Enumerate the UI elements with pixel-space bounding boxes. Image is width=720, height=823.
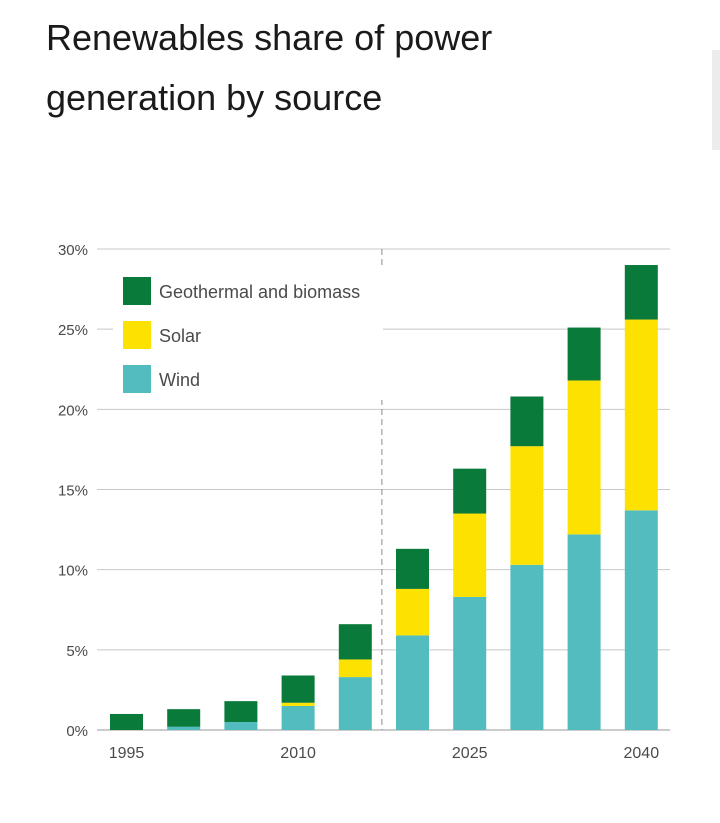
bar-segment (510, 446, 544, 565)
bar-segment (453, 596, 487, 730)
y-tick-label: 5% (66, 643, 88, 660)
bar-segment (338, 624, 372, 660)
bar-segment (396, 588, 429, 636)
legend-background (113, 266, 383, 400)
y-tick-label: 0% (66, 723, 88, 740)
bar-segment (453, 468, 487, 514)
bar-segment (567, 380, 601, 535)
y-tick-label: 20% (58, 402, 88, 419)
legend-label: Wind (159, 370, 200, 390)
bar-segment (338, 659, 372, 678)
scrollbar-track[interactable] (712, 50, 720, 150)
y-tick-label: 30% (58, 242, 88, 259)
bar-segment (624, 510, 658, 730)
bar-segment (567, 534, 601, 730)
x-tick-label: 2040 (624, 745, 660, 762)
legend-swatch (123, 321, 151, 349)
legend-swatch (123, 277, 151, 305)
x-tick-label: 2010 (280, 745, 316, 762)
bar-segment (396, 548, 429, 589)
legend-label: Geothermal and biomass (159, 282, 360, 302)
bar-segment (510, 564, 544, 730)
bar-segment (453, 513, 487, 597)
x-tick-label: 1995 (109, 745, 145, 762)
bar-segment (624, 265, 658, 320)
bar-segment (338, 677, 372, 730)
page-title: Renewables share of power generation by … (46, 17, 493, 118)
bar-segment (281, 675, 315, 703)
y-tick-label: 10% (58, 563, 88, 580)
bar-segment (567, 327, 601, 381)
bar-segment (224, 721, 258, 730)
bar-segment (396, 635, 429, 730)
y-tick-label: 15% (58, 483, 88, 500)
x-tick-label: 2025 (452, 745, 488, 762)
legend-swatch (123, 365, 151, 393)
y-tick-label: 25% (58, 322, 88, 339)
bar-segment (110, 713, 143, 730)
legend-label: Solar (159, 326, 201, 346)
bar-segment (167, 709, 201, 727)
bar-segment (510, 396, 544, 447)
bar-segment (167, 726, 201, 730)
bar-segment (281, 702, 315, 706)
bar-segment (624, 319, 658, 511)
bar-segment (224, 701, 258, 722)
bar-segment (281, 705, 315, 730)
